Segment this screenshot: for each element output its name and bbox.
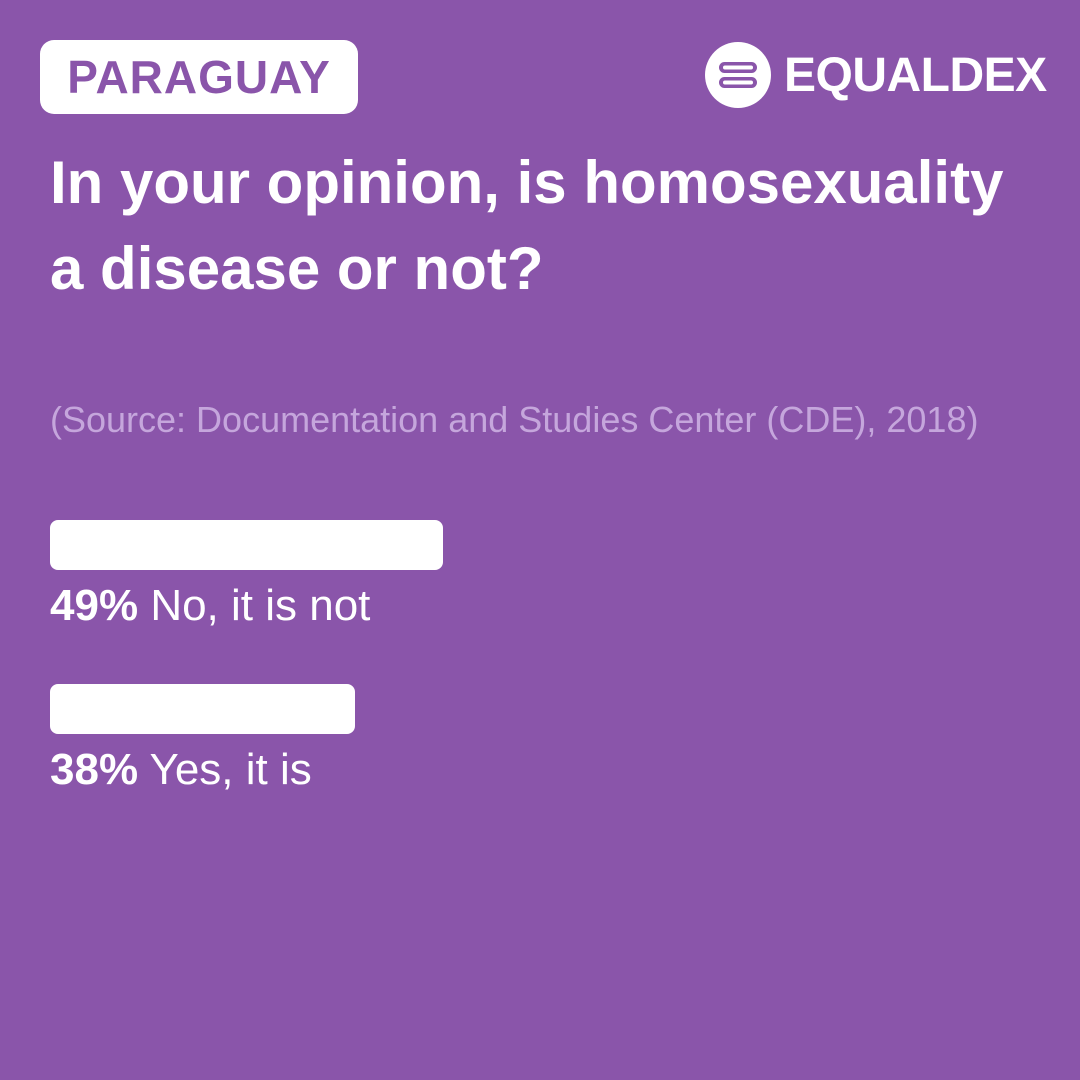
country-tag: PARAGUAY	[40, 40, 358, 114]
bar-label: 49% No, it is not	[50, 580, 370, 632]
logo	[705, 42, 771, 108]
category-label: No, it is not	[150, 581, 371, 630]
brand: EQUALDEX	[784, 49, 1047, 102]
bar	[50, 520, 443, 570]
chart-title: In your opinion, is homosexuality a dise…	[50, 149, 1004, 302]
chart-subtitle: (Source: Documentation and Studies Cente…	[50, 399, 979, 440]
category-label: Yes, it is	[149, 745, 312, 794]
value-label: 49%	[50, 581, 139, 630]
bar	[50, 684, 355, 734]
bar-label: 38% Yes, it is	[50, 744, 312, 796]
value-label: 38%	[50, 745, 139, 794]
